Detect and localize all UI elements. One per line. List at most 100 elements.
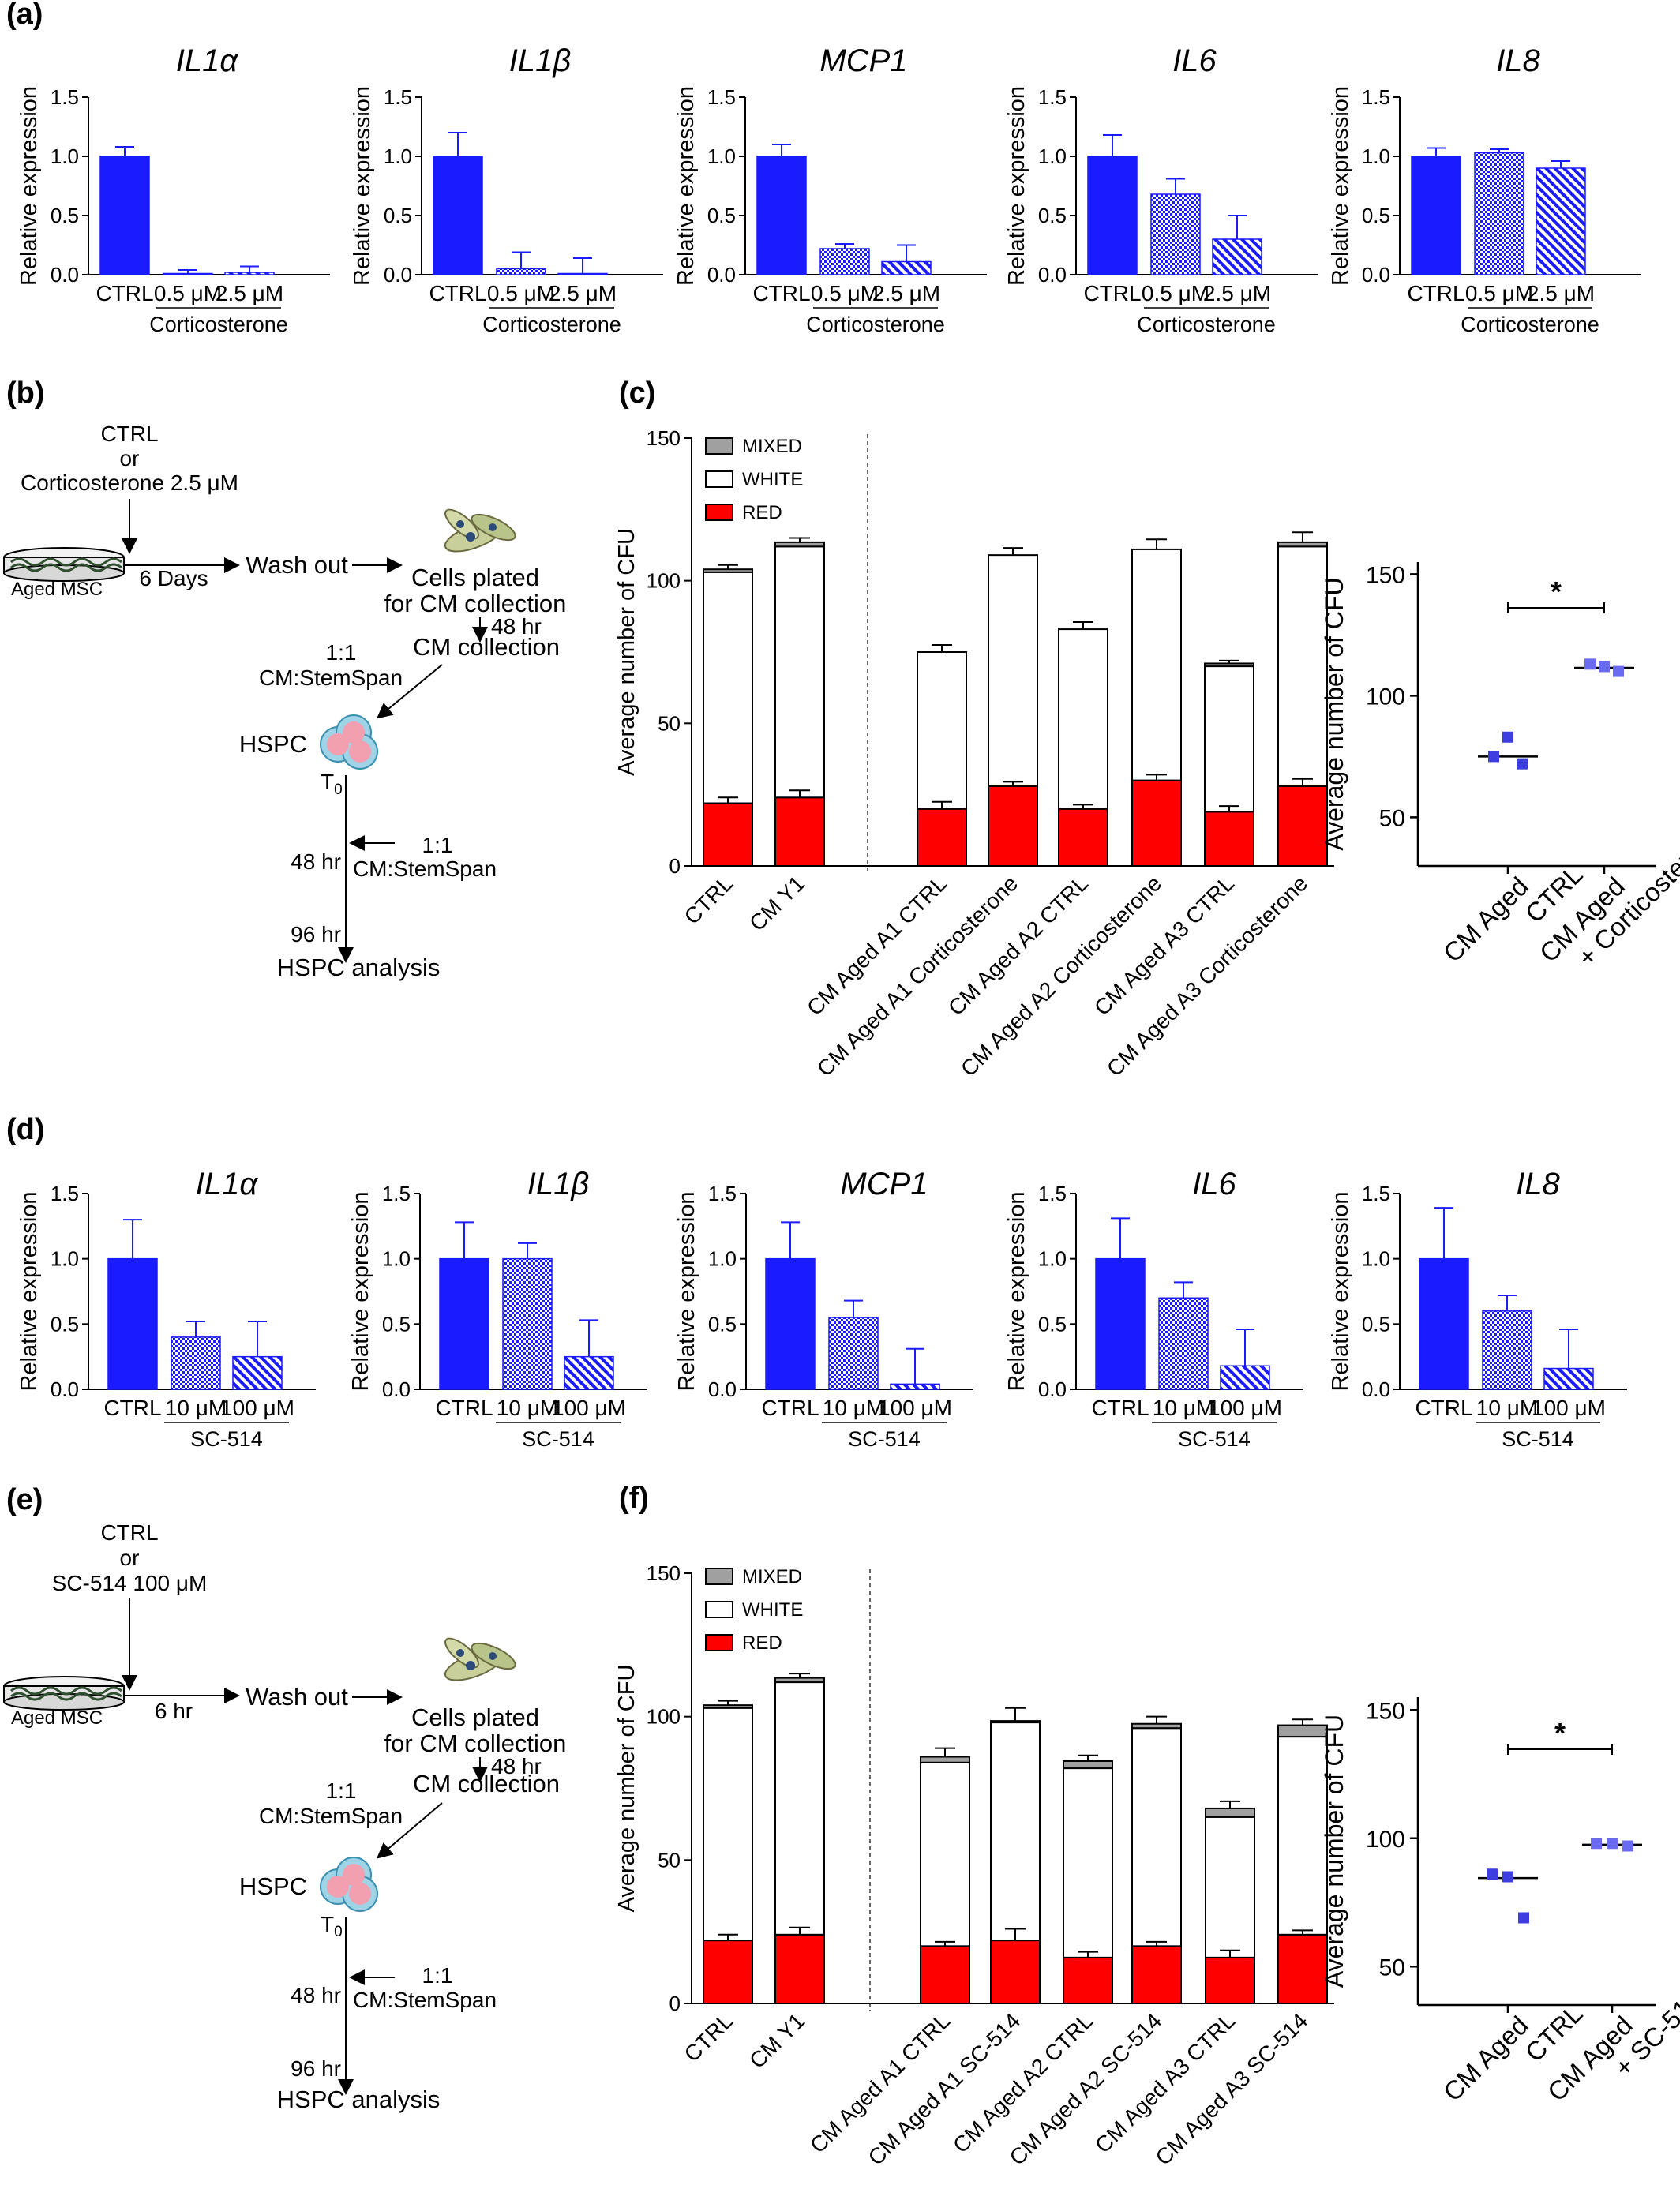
legend-swatch bbox=[705, 1634, 733, 1651]
y-tick-label: 0 bbox=[669, 1992, 681, 2015]
stromal-cells-icon bbox=[444, 1637, 516, 1681]
y-tick-label: 0.0 bbox=[708, 1377, 737, 1401]
y-tick-label: 50 bbox=[658, 1848, 681, 1872]
bar-segment-mixed bbox=[1204, 662, 1254, 668]
y-tick-label: 1.5 bbox=[51, 85, 79, 109]
schem-48hr: 48 hr bbox=[491, 1754, 542, 1778]
significance-label: * bbox=[1554, 1717, 1566, 1749]
y-tick-label: 1.0 bbox=[51, 1247, 79, 1271]
data-point bbox=[1487, 1868, 1498, 1880]
bar bbox=[163, 272, 213, 275]
bar bbox=[1474, 152, 1524, 275]
data-point bbox=[1502, 1871, 1513, 1883]
x-tick-label: CTRL bbox=[680, 2008, 738, 2067]
legend-label: RED bbox=[742, 1632, 782, 1654]
data-point bbox=[1613, 665, 1624, 677]
schem-condition-drug: SC-514 100 μM bbox=[52, 1571, 208, 1595]
bar bbox=[1419, 1257, 1469, 1390]
x-tick-label: CTRL bbox=[1091, 1396, 1149, 1420]
bar bbox=[1536, 167, 1586, 275]
x-tick-label: CM AgedCTRL bbox=[1438, 838, 1588, 989]
x-tick-label: CM Aged A2 CTRL bbox=[943, 871, 1093, 1020]
bar-segment-white bbox=[990, 1721, 1041, 1942]
schem-duration: 6 hr bbox=[155, 1699, 193, 1723]
schem-dish-label: Aged MSC bbox=[11, 579, 103, 600]
y-tick-label: 0.5 bbox=[51, 1312, 79, 1336]
x-tick-label: 100 μM bbox=[220, 1396, 294, 1420]
treatment-label: Corticosterone bbox=[482, 313, 621, 336]
schem-48hr-b: 48 hr bbox=[291, 849, 341, 874]
y-tick-label: 100 bbox=[1366, 684, 1405, 710]
y-tick-label: 1.0 bbox=[708, 1247, 737, 1271]
data-point bbox=[1502, 731, 1513, 743]
data-point bbox=[1599, 661, 1610, 673]
y-axis-title: Relative expression bbox=[17, 86, 42, 286]
y-tick-label: 0.5 bbox=[1038, 1312, 1067, 1336]
bar-segment-red bbox=[1204, 811, 1254, 868]
bar bbox=[1482, 1310, 1532, 1390]
x-tick-label: 0.5 μM bbox=[1465, 281, 1533, 305]
bar bbox=[765, 1257, 816, 1390]
bar bbox=[99, 156, 150, 275]
bar-segment-white bbox=[1058, 628, 1108, 810]
x-tick-label: 10 μM bbox=[165, 1396, 227, 1420]
y-tick-label: 0.5 bbox=[1362, 1312, 1390, 1336]
y-tick-label: 1.5 bbox=[51, 1182, 79, 1205]
x-tick-label: 10 μM bbox=[497, 1396, 558, 1420]
bar bbox=[881, 260, 932, 275]
treatment-label: SC-514 bbox=[1502, 1427, 1574, 1451]
bar bbox=[496, 268, 546, 275]
panel-label-c: (c) bbox=[619, 377, 655, 410]
y-axis-title: Average number of CFU bbox=[614, 528, 639, 776]
x-tick-label: CTRL bbox=[1083, 281, 1141, 305]
bar-segment-red bbox=[774, 796, 825, 868]
x-tick-label: CM Aged A1 CTRL bbox=[802, 871, 951, 1020]
bar-segment-mixed bbox=[774, 541, 825, 548]
gene-title: IL8 bbox=[1516, 1167, 1560, 1201]
y-axis-title: Average number of CFU bbox=[1320, 1715, 1348, 1988]
bar bbox=[1087, 156, 1138, 275]
x-tick-label: 2.5 μM bbox=[549, 281, 617, 305]
y-tick-label: 1.0 bbox=[1038, 144, 1067, 168]
bar-segment-mixed bbox=[703, 1704, 753, 1709]
data-point bbox=[1607, 1838, 1618, 1850]
x-tick-label: CTRL bbox=[1407, 281, 1464, 305]
legend-label: MIXED bbox=[742, 436, 802, 457]
y-axis-title: Relative expression bbox=[1328, 86, 1353, 286]
gene-title: MCP1 bbox=[840, 1167, 928, 1201]
y-tick-label: 50 bbox=[658, 711, 681, 735]
schem-ratio1: 1:1 bbox=[326, 1778, 357, 1803]
schem-ratio1-medium: CM:StemSpan bbox=[259, 665, 403, 690]
x-tick-label: CTRL bbox=[680, 871, 738, 929]
data-point bbox=[1622, 1840, 1633, 1852]
panel-label-b: (b) bbox=[6, 377, 45, 410]
x-tick-label: 100 μM bbox=[878, 1396, 952, 1420]
x-tick-label: CTRL bbox=[103, 1396, 161, 1420]
bar bbox=[756, 156, 807, 275]
legend-label: MIXED bbox=[742, 1566, 802, 1587]
schem-ratio2: 1:1 bbox=[422, 1963, 453, 1988]
gene-title: IL1β bbox=[527, 1167, 589, 1201]
x-tick-label: CTRL bbox=[752, 281, 810, 305]
treatment-label: Corticosterone bbox=[1137, 313, 1276, 336]
x-tick-label: CM Y1 bbox=[744, 2008, 809, 2073]
bar-segment-mixed bbox=[1277, 541, 1328, 548]
bar bbox=[1150, 193, 1201, 275]
bar-segment-red bbox=[988, 785, 1038, 867]
hspc-cells-icon bbox=[320, 1857, 378, 1912]
schem-48hr: 48 hr bbox=[491, 614, 542, 639]
bar bbox=[1220, 1365, 1270, 1390]
cfu-dot-plot-f: 50 100 150 Average number of CFU CM AgedCTRL… bbox=[1320, 1697, 1680, 2128]
schem-cm-collection: CM collection bbox=[413, 1770, 560, 1797]
y-tick-label: 150 bbox=[1366, 1698, 1405, 1724]
legend-label: RED bbox=[742, 502, 782, 523]
bar-segment-white bbox=[1131, 548, 1182, 781]
y-tick-label: 0.0 bbox=[1038, 1377, 1067, 1401]
treatment-label: Corticosterone bbox=[149, 313, 288, 336]
x-tick-label: 0.5 μM bbox=[811, 281, 879, 305]
bar-segment-mixed bbox=[1205, 1807, 1255, 1818]
x-tick-label: CM Aged+ SC-514 bbox=[1542, 1962, 1680, 2128]
bar-segment-red bbox=[703, 802, 753, 867]
cfu-stacked-chart-f: 0 50 100 150 Average number of CFU MIXED WHITE… bbox=[614, 1561, 1334, 2170]
y-tick-label: 1.5 bbox=[707, 85, 736, 109]
